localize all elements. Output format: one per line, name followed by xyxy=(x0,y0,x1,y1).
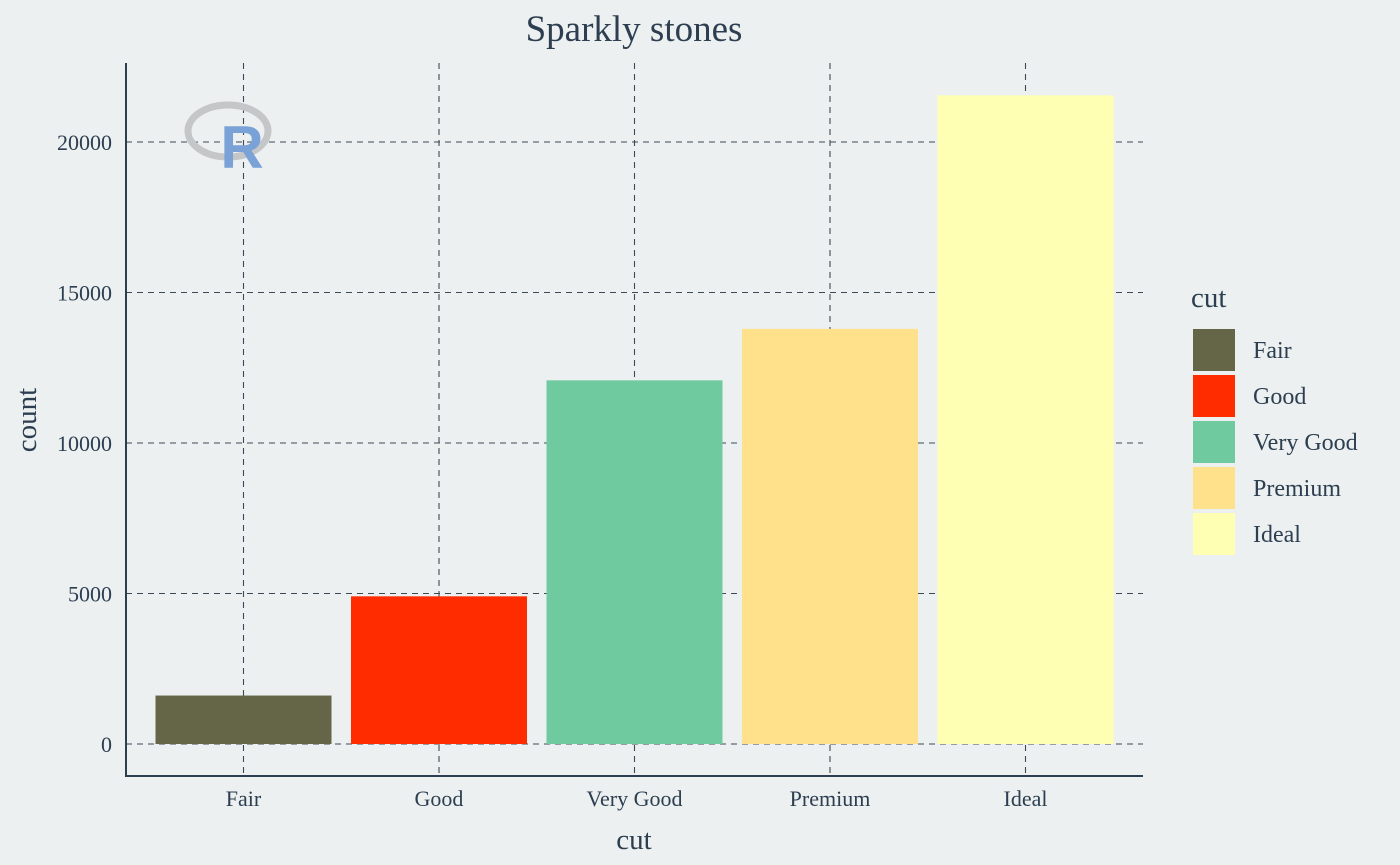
y-tick-labels: 0 5000 10000 15000 20000 xyxy=(57,130,112,757)
y-tick-label: 0 xyxy=(101,732,112,757)
chart-title: Sparkly stones xyxy=(526,9,743,50)
x-tick-labels: Fair Good Very Good Premium Ideal xyxy=(226,786,1048,811)
legend-swatch xyxy=(1193,421,1235,463)
legend-items: Fair Good Very Good Premium Ideal xyxy=(1193,329,1358,555)
legend-label: Good xyxy=(1253,384,1306,410)
y-tick-label: 5000 xyxy=(68,582,112,607)
legend-label: Fair xyxy=(1253,338,1292,364)
x-tick-label: Ideal xyxy=(1004,786,1048,811)
bar-premium xyxy=(742,328,918,744)
legend-label: Premium xyxy=(1253,476,1341,502)
bar-good xyxy=(351,596,527,744)
legend-swatch xyxy=(1193,513,1235,555)
y-tick-label: 20000 xyxy=(57,130,112,155)
legend: cut Fair Good Very Good Premium Ideal xyxy=(1191,282,1358,555)
y-tick-label: 15000 xyxy=(57,281,112,306)
x-tick-label: Premium xyxy=(790,786,871,811)
bar-fair xyxy=(155,695,332,744)
x-tick-label: Very Good xyxy=(587,786,683,811)
svg-text:R: R xyxy=(220,114,263,181)
legend-swatch xyxy=(1193,375,1235,417)
bars xyxy=(155,95,1114,745)
x-tick-label: Fair xyxy=(226,786,262,811)
x-axis-title: cut xyxy=(616,824,651,856)
bar-very-good xyxy=(546,380,723,744)
bar-ideal xyxy=(937,95,1114,745)
legend-swatch xyxy=(1193,329,1235,371)
legend-label: Very Good xyxy=(1253,430,1358,456)
x-tick-label: Good xyxy=(415,786,464,811)
legend-swatch xyxy=(1193,467,1235,509)
legend-label: Ideal xyxy=(1253,522,1301,548)
legend-title: cut xyxy=(1191,282,1226,314)
r-logo: R xyxy=(184,101,272,181)
y-tick-label: 10000 xyxy=(57,431,112,456)
y-axis-title: count xyxy=(11,388,43,452)
